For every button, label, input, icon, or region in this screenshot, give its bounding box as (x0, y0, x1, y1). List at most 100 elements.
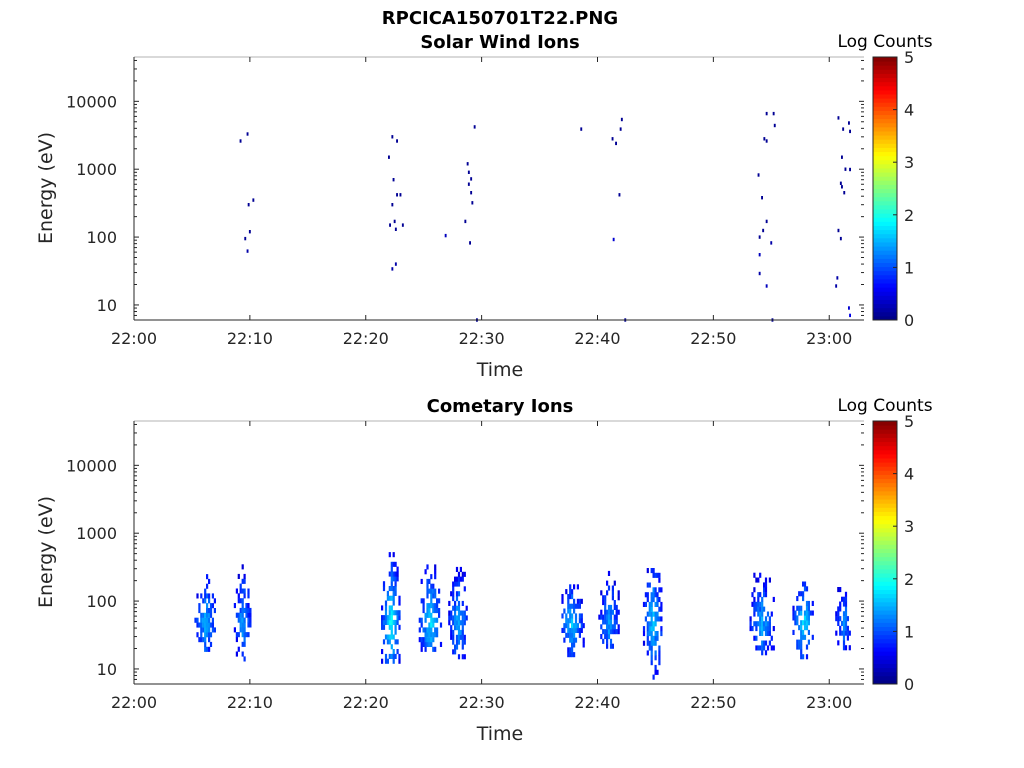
heatmap-cell (467, 170, 470, 174)
heatmap-cell (432, 622, 435, 628)
heatmap-cell (846, 630, 849, 636)
heatmap-cell (848, 645, 851, 651)
heatmap-cell (426, 627, 429, 633)
heatmap-cell (392, 610, 395, 616)
heatmap-cell (452, 591, 455, 597)
heatmap-cell (439, 641, 443, 647)
heatmap-cell (646, 582, 649, 588)
heatmap-cell (457, 654, 461, 660)
colorbar-step (873, 266, 897, 272)
heatmap-cell (241, 651, 244, 657)
colorbar-step (873, 449, 897, 455)
heatmap-cell (763, 582, 766, 588)
y-tick-label: 100 (86, 228, 117, 247)
heatmap-cell (573, 608, 576, 614)
colorbar-step (873, 303, 897, 309)
colorbar-step (873, 315, 897, 321)
heatmap-cell (574, 603, 578, 609)
heatmap-cell (426, 632, 429, 638)
heatmap-cell (644, 616, 647, 622)
heatmap-cell (457, 615, 461, 621)
colorbar-label: Log Counts (837, 396, 932, 416)
heatmap-cell (252, 198, 255, 202)
heatmap-cell (811, 610, 814, 616)
heatmap-cell (805, 625, 809, 631)
heatmap-cell (461, 654, 464, 660)
heatmap-cell (757, 577, 760, 583)
heatmap-cell (658, 606, 661, 612)
heatmap-cell (434, 574, 437, 580)
heatmap-cell (764, 616, 768, 622)
heatmap-cell (600, 614, 603, 620)
heatmap-cell (390, 644, 393, 650)
heatmap-cell (759, 601, 762, 607)
heatmap-cell (381, 619, 384, 625)
heatmap-cell (611, 624, 614, 630)
heatmap-cell (213, 598, 216, 604)
heatmap-cell (211, 603, 214, 609)
heatmap-cell (802, 581, 805, 587)
heatmap-cell (452, 620, 455, 626)
heatmap-cell (604, 614, 607, 620)
heatmap-cell (652, 587, 655, 593)
heatmap-cell (849, 167, 851, 172)
heatmap-cell (604, 619, 607, 625)
heatmap-cell (836, 276, 839, 280)
heatmap-cell (841, 185, 843, 189)
heatmap-cell (842, 596, 846, 602)
heatmap-cell (798, 605, 801, 611)
figure-title: RPCICA150701T22.PNG (382, 8, 618, 29)
heatmap-cell (573, 598, 576, 604)
heatmap-cell (434, 627, 437, 633)
heatmap-cell (807, 620, 810, 626)
heatmap-cell (206, 632, 209, 638)
heatmap-cell (569, 613, 572, 619)
heatmap-cell (209, 641, 213, 647)
heatmap-cell (792, 610, 795, 616)
colorbar-step (873, 283, 897, 288)
heatmap-cell (196, 632, 199, 638)
heatmap-cell (420, 622, 423, 628)
heatmap-cell (571, 618, 574, 624)
heatmap-cell (209, 632, 213, 638)
heatmap-cell (239, 588, 242, 594)
panel-cometary-ions: Cometary Ions Time Energy (eV) Log Count… (35, 396, 933, 745)
heatmap-cell (805, 615, 809, 621)
heatmap-cell (648, 601, 651, 607)
heatmap-cell (770, 645, 773, 651)
heatmap-cell (792, 615, 795, 621)
heatmap-cell (805, 605, 809, 611)
heatmap-cell (422, 608, 425, 614)
heatmap-cell (656, 669, 659, 675)
heatmap-cell (658, 572, 661, 578)
heatmap-cell (388, 586, 391, 592)
heatmap-cell (574, 618, 578, 624)
heatmap-cell (392, 600, 395, 606)
colorbar-step (873, 151, 897, 157)
heatmap-cell (241, 612, 244, 618)
heatmap-cell (209, 608, 213, 614)
heatmap-cell (390, 571, 393, 577)
heatmap-cell (386, 639, 389, 645)
heatmap-cell (580, 618, 583, 624)
colorbar-step (873, 221, 897, 226)
heatmap-cell (848, 121, 850, 125)
heatmap-cell (569, 594, 572, 600)
heatmap-cell (803, 581, 807, 587)
heatmap-cell (388, 653, 391, 659)
heatmap-cell (434, 632, 437, 638)
heatmap-cell (461, 576, 464, 582)
heatmap-cell (202, 617, 205, 623)
colorbar-step (873, 274, 897, 280)
heatmap-cell (463, 586, 466, 592)
heatmap-cell (654, 621, 657, 627)
x-tick-label: 22:30 (459, 329, 505, 348)
x-tick-label: 22:00 (111, 329, 157, 348)
heatmap-cell (248, 230, 251, 234)
heatmap-cell (803, 625, 807, 631)
heatmap-cell (237, 598, 240, 604)
colorbar-step (873, 114, 897, 120)
heatmap-cell (392, 595, 395, 601)
heatmap-cell (459, 634, 462, 640)
heatmap-cell (652, 597, 655, 603)
